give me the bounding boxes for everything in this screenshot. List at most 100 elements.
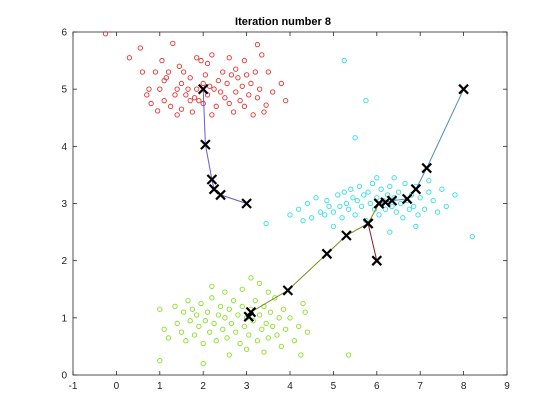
cyan-cluster-point — [337, 203, 343, 210]
red-cluster-point — [265, 69, 271, 75]
red-cluster-point — [200, 80, 206, 87]
green-cluster-point — [298, 352, 304, 358]
cyan-cluster-point — [348, 186, 354, 192]
red-cluster-point — [196, 97, 202, 104]
red-cluster-point — [224, 80, 230, 87]
cyan-cluster-point — [387, 183, 393, 190]
red-cluster-point — [256, 86, 263, 92]
green-cluster-point — [230, 298, 237, 304]
green-cluster-point — [235, 312, 241, 318]
green-cluster-point — [222, 289, 228, 295]
green-cluster-point — [265, 335, 271, 341]
x-tick-label: 0 — [114, 381, 120, 392]
red-cluster-point — [222, 95, 228, 101]
centroid-marker — [206, 174, 218, 185]
cyan-cluster-point — [469, 234, 475, 240]
green-cluster-point — [300, 300, 306, 307]
red-cluster-point — [211, 86, 217, 92]
x-tick-label: 8 — [461, 381, 467, 392]
x-tick-label: 4 — [287, 381, 293, 392]
centroid-path-line — [202, 89, 247, 204]
cyan-cluster-point — [393, 209, 399, 215]
green-cluster-point — [209, 283, 215, 290]
red-cluster-point — [161, 97, 167, 104]
cyan-cluster-point — [300, 217, 306, 224]
green-cluster-point — [183, 338, 189, 344]
green-cluster-point — [233, 329, 239, 335]
green-cluster-point — [204, 309, 211, 315]
green-cluster-point — [267, 309, 274, 315]
green-cluster-point — [296, 323, 302, 330]
cyan-cluster-point — [350, 195, 356, 201]
cyan-cluster-point — [304, 200, 311, 207]
cyan-cluster-point — [402, 180, 408, 187]
green-cluster-point — [209, 295, 215, 301]
green-cluster-point — [280, 306, 287, 312]
green-cluster-point — [256, 280, 263, 287]
cyan-cluster-point — [324, 197, 330, 204]
cyan-cluster-point — [365, 189, 371, 195]
cyan-cluster-point — [439, 186, 445, 192]
cyan-cluster-point — [361, 192, 367, 198]
y-tick-label: 5 — [61, 85, 67, 96]
green-cluster-point — [265, 289, 271, 295]
red-cluster-point — [246, 92, 252, 98]
centroid-path-line — [367, 223, 378, 261]
red-cluster-point — [198, 57, 204, 64]
green-cluster-point — [272, 295, 278, 301]
cyan-cluster-point — [417, 195, 423, 201]
red-cluster-point — [252, 69, 258, 75]
centroid-marker — [245, 306, 257, 318]
green-cluster-point — [198, 300, 204, 307]
red-cluster-point — [187, 75, 193, 81]
green-cluster-point — [189, 306, 196, 312]
green-cluster-point — [278, 343, 284, 350]
red-cluster-point — [239, 83, 245, 89]
green-cluster-point — [224, 335, 230, 341]
cyan-cluster-point — [358, 203, 365, 210]
green-cluster-point — [274, 332, 280, 338]
centroid-marker — [410, 183, 422, 195]
green-cluster-point — [304, 329, 311, 335]
cyan-cluster-point — [400, 215, 406, 221]
cyan-cluster-point — [452, 192, 458, 198]
cyan-cluster-point — [263, 220, 269, 227]
green-cluster-point — [157, 306, 163, 312]
green-cluster-point — [200, 340, 206, 347]
green-cluster-point — [226, 352, 232, 358]
green-cluster-point — [287, 315, 293, 321]
cyan-cluster-point — [430, 197, 436, 204]
red-cluster-point — [178, 106, 185, 112]
cyan-cluster-point — [296, 206, 302, 212]
cyan-cluster-point — [313, 195, 319, 201]
x-tick-label: -1 — [69, 381, 78, 392]
red-cluster-point — [241, 57, 248, 64]
red-cluster-point — [263, 102, 269, 108]
cyan-cluster-point — [382, 206, 389, 212]
centroid-marker — [200, 139, 211, 150]
centroid-marker — [321, 248, 333, 260]
cyan-cluster-point — [335, 192, 341, 198]
red-cluster-point — [220, 69, 226, 75]
cyan-cluster-point — [395, 189, 402, 195]
centroid-marker — [341, 230, 352, 241]
cyan-cluster-point — [343, 200, 350, 207]
green-cluster-point — [302, 309, 308, 315]
green-cluster-point — [226, 306, 232, 312]
green-cluster-point — [243, 346, 250, 352]
red-cluster-point — [159, 57, 165, 64]
x-tick-label: 9 — [504, 381, 510, 392]
cyan-cluster-point — [330, 209, 337, 215]
red-cluster-point — [167, 103, 174, 109]
red-cluster-point — [187, 97, 193, 104]
y-tick-label: 1 — [61, 313, 67, 324]
centroid-marker — [458, 83, 469, 95]
green-cluster-point — [213, 338, 219, 344]
cyan-cluster-point — [391, 175, 397, 181]
red-cluster-point — [269, 89, 276, 95]
y-tick-label: 6 — [61, 28, 67, 39]
red-cluster-point — [254, 41, 261, 48]
cyan-cluster-point — [434, 209, 441, 215]
